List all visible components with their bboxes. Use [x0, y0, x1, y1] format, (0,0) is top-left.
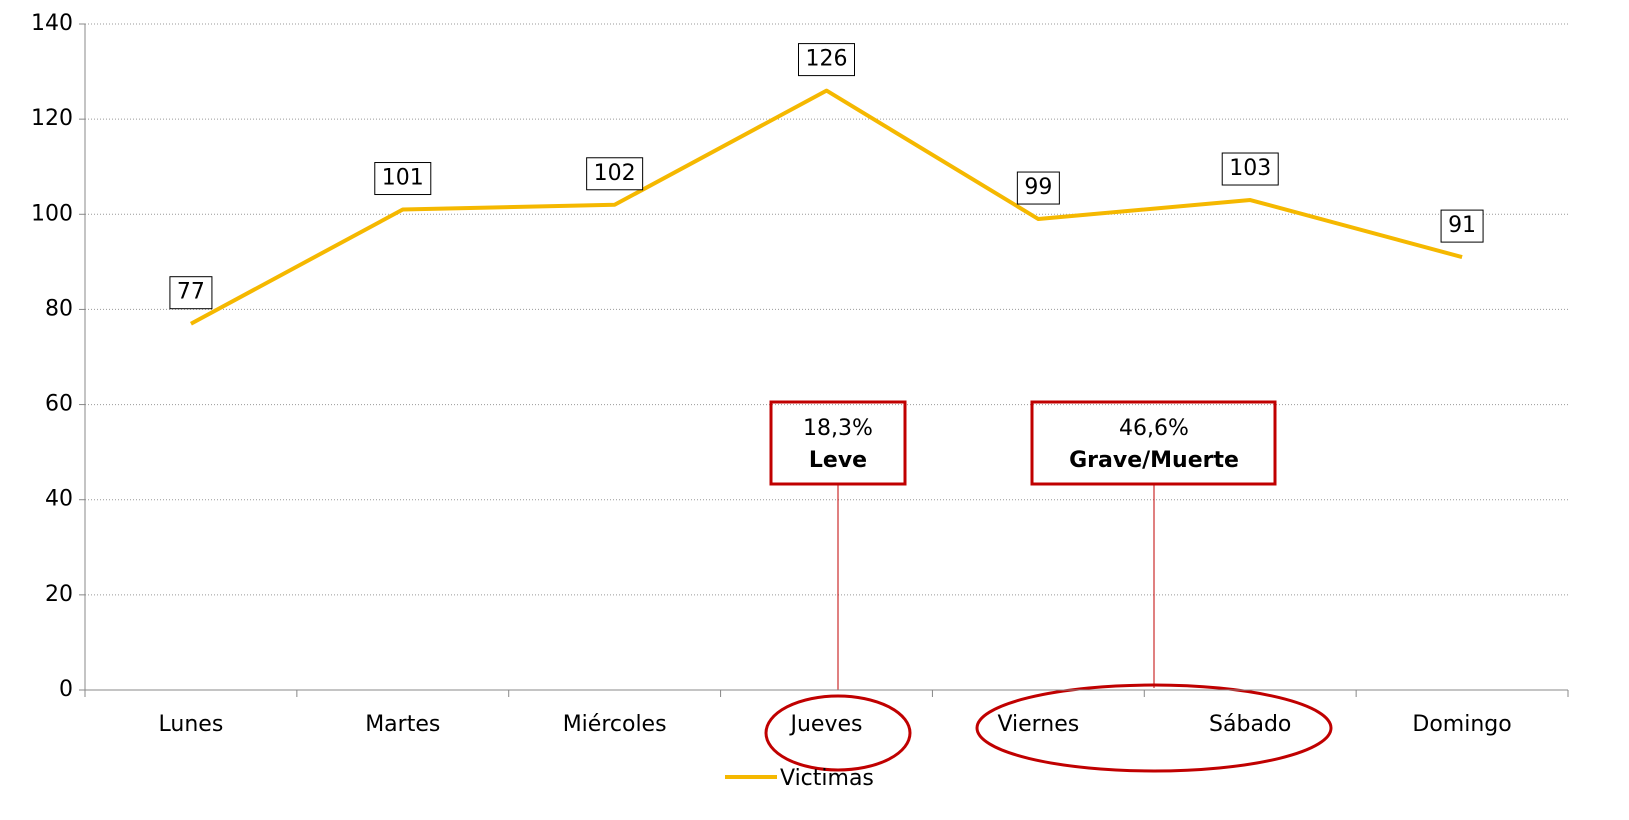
y-tick-label: 100: [31, 201, 73, 226]
y-tick-label: 120: [31, 106, 73, 131]
annotation-label: Grave/Muerte: [1069, 448, 1239, 473]
highlight-ellipse: [764, 694, 912, 772]
annotation-box: [1030, 400, 1277, 486]
data-label: 126: [806, 47, 848, 72]
data-label: 101: [382, 166, 424, 191]
y-tick-label: 140: [31, 11, 73, 36]
y-tick-label: 60: [45, 392, 73, 417]
y-tick-label: 20: [45, 582, 73, 607]
x-tick-label: Jueves: [789, 712, 863, 737]
annotation-box: [769, 400, 907, 486]
data-label: 99: [1024, 175, 1052, 200]
data-label: 91: [1448, 213, 1476, 238]
data-label-box: [1440, 209, 1484, 243]
annotation-text: 46,6%: [1119, 416, 1189, 441]
y-tick-label: 80: [45, 296, 73, 321]
x-tick-label: Martes: [365, 712, 440, 737]
x-tick-label: Lunes: [159, 712, 224, 737]
y-tick-label: 0: [59, 677, 73, 702]
x-tick-label: Sábado: [1209, 712, 1291, 737]
y-tick-label: 40: [45, 487, 73, 512]
annotation-text: 18,3%: [803, 416, 873, 441]
x-tick-label: Domingo: [1412, 712, 1511, 737]
legend-label: Victimas: [780, 766, 874, 791]
data-label: 77: [177, 280, 205, 305]
data-label-box: [586, 157, 644, 191]
data-label-box: [1221, 152, 1279, 186]
x-tick-label: Viernes: [997, 712, 1079, 737]
data-label: 102: [594, 161, 636, 186]
data-label: 103: [1229, 156, 1271, 181]
series-line: [189, 88, 1463, 326]
annotation-label: Leve: [809, 448, 867, 473]
data-label-box: [798, 43, 855, 77]
data-label-box: [374, 162, 432, 196]
data-label-box: [1016, 171, 1060, 205]
x-tick-label: Miércoles: [563, 712, 667, 737]
data-label-box: [169, 276, 213, 310]
